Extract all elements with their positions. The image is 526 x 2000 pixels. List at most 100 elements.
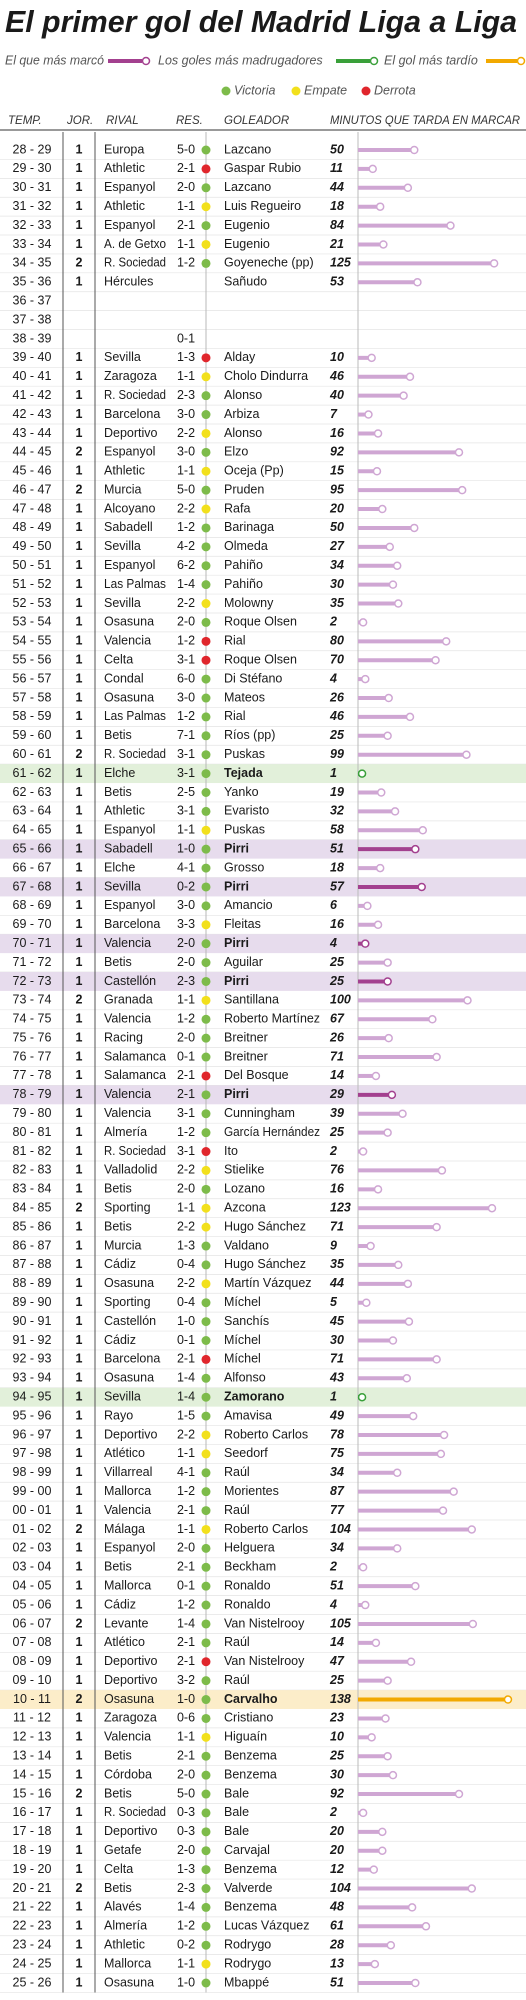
minutes-bar	[358, 202, 385, 211]
bar-end	[390, 807, 400, 816]
outcome-dot	[201, 712, 211, 722]
round: 1	[76, 199, 83, 213]
scorer: Molowny	[224, 596, 274, 610]
outcome-dot	[201, 1619, 211, 1629]
outcome-dot	[201, 1770, 211, 1780]
rival: Athletic	[104, 804, 145, 818]
legend-label: Empate	[304, 83, 347, 97]
bar-end	[398, 1109, 407, 1118]
round: 1	[76, 596, 83, 610]
season: 21 - 22	[13, 1900, 52, 1914]
result: 2-0	[177, 615, 195, 629]
season: 39 - 40	[13, 350, 52, 364]
result: 2-1	[177, 1087, 195, 1101]
minutes: 14	[330, 1635, 344, 1649]
outcome-dot	[201, 731, 211, 741]
column-header: TEMP.	[8, 115, 42, 127]
scorer: Pahiño	[224, 558, 263, 572]
result: 1-4	[177, 1900, 195, 1914]
minutes: 50	[330, 520, 344, 534]
round: 1	[76, 1295, 83, 1309]
minutes-bar	[358, 1714, 390, 1723]
scorer: Amancio	[224, 898, 273, 912]
result: 2-0	[177, 1767, 195, 1781]
season: 06 - 07	[13, 1616, 52, 1630]
round: 2	[76, 1881, 83, 1895]
outcome-dot	[201, 1978, 211, 1988]
legend-dot	[141, 56, 151, 66]
scorer: Del Bosque	[224, 1068, 289, 1082]
result: 2-2	[177, 426, 195, 440]
scorer: Alonso	[224, 426, 262, 440]
minutes-bar	[358, 1846, 387, 1855]
result: 1-2	[177, 1012, 195, 1026]
minutes-bar	[358, 145, 419, 155]
minutes: 28	[329, 1938, 344, 1952]
minutes-bar	[358, 977, 392, 986]
minutes-bar	[358, 863, 385, 873]
outcome-dot	[201, 1676, 211, 1686]
round: 1	[76, 917, 83, 931]
round: 2	[76, 445, 83, 459]
bar-end	[503, 1695, 513, 1704]
round: 1	[76, 1068, 83, 1082]
result: 1-1	[177, 1730, 195, 1744]
bar-end	[371, 1638, 381, 1648]
minutes-bar	[358, 1751, 392, 1761]
minutes-bar	[358, 278, 422, 287]
season: 54 - 55	[13, 634, 52, 648]
outcome-dot	[201, 1298, 211, 1308]
round: 1	[76, 1862, 83, 1876]
minutes-bar	[358, 1525, 477, 1534]
minutes: 5	[330, 1295, 338, 1309]
scorer: Mateos	[224, 690, 265, 704]
season: 29 - 30	[13, 161, 52, 175]
season: 79 - 80	[13, 1106, 52, 1120]
season: 85 - 86	[13, 1219, 52, 1233]
scorer: Grosso	[224, 860, 264, 874]
season: 50 - 51	[13, 558, 52, 572]
round: 1	[76, 1975, 83, 1989]
round: 1	[76, 804, 83, 818]
round: 1	[76, 1730, 83, 1744]
round: 1	[76, 1182, 83, 1196]
minutes: 4	[329, 936, 337, 950]
result: 1-1	[177, 237, 195, 251]
result: 3-3	[177, 917, 195, 931]
bar-end	[370, 1959, 380, 1969]
outcome-dot	[201, 958, 211, 968]
legend-label: Derrota	[374, 83, 416, 97]
result: 5-0	[177, 482, 195, 496]
season: 53 - 54	[13, 615, 52, 629]
outcome-dot	[201, 1789, 211, 1799]
result: 1-1	[177, 1201, 195, 1215]
minutes-bar	[358, 1619, 478, 1629]
bar-end	[432, 1355, 441, 1364]
minutes: 50	[330, 142, 344, 156]
scorer: Ríos (pp)	[224, 728, 275, 742]
rival: Osasuna	[104, 1276, 154, 1290]
minutes-bar	[358, 542, 395, 552]
minutes-bar	[358, 353, 376, 363]
round: 1	[76, 407, 83, 421]
scorer: Stielike	[224, 1163, 264, 1177]
column-header: GOLEADOR	[224, 115, 289, 127]
result: 0-1	[177, 331, 195, 345]
scorer: Rial	[224, 709, 246, 723]
round: 1	[76, 1578, 83, 1592]
season: 76 - 77	[13, 1049, 52, 1063]
bar-end	[387, 1090, 397, 1100]
minutes-bar	[358, 1940, 396, 1950]
scorer: Roque Olsen	[224, 653, 297, 667]
minutes: 76	[330, 1163, 345, 1177]
bar-end	[375, 202, 385, 211]
outcome-dot	[201, 844, 211, 854]
minutes-bar	[358, 1430, 449, 1440]
result: 0-1	[177, 1333, 195, 1347]
minutes: 4	[329, 671, 337, 685]
row-highlight	[0, 972, 526, 991]
outcome-dot	[201, 372, 211, 382]
round: 1	[76, 1049, 83, 1063]
result: 1-1	[177, 1522, 195, 1536]
outcome-dot	[201, 221, 211, 231]
